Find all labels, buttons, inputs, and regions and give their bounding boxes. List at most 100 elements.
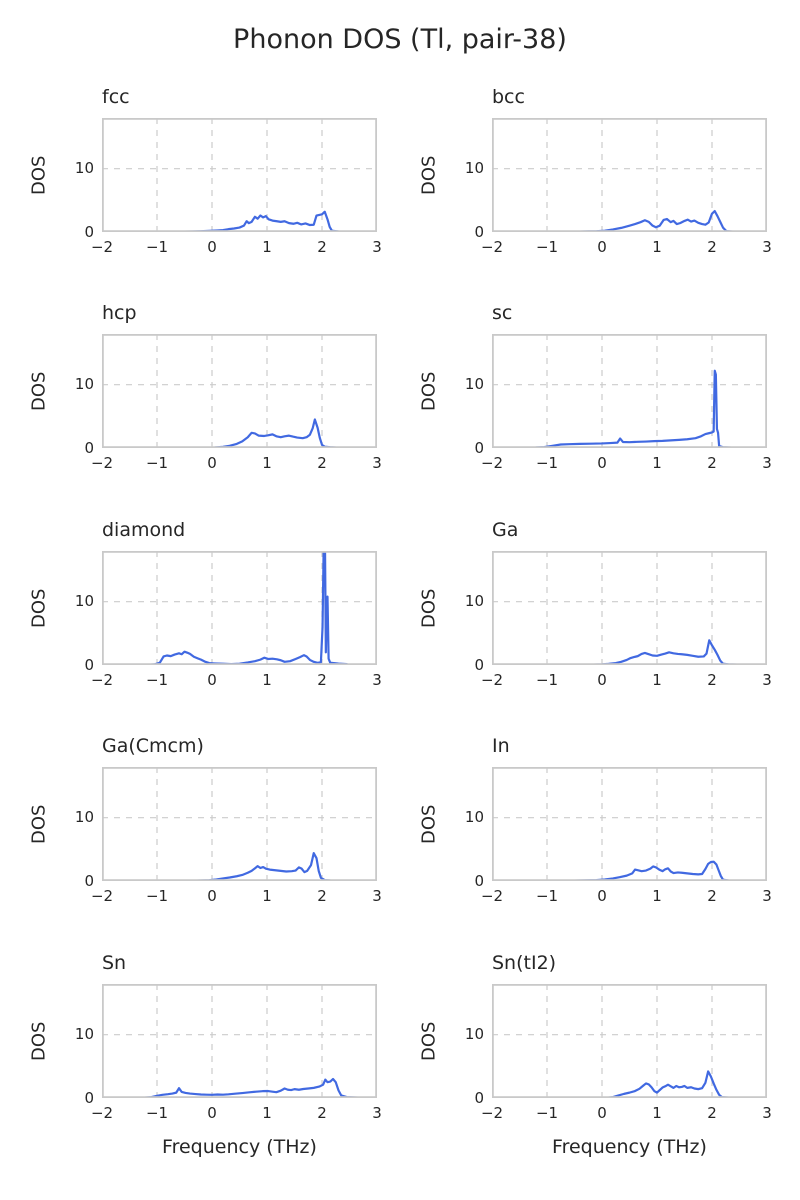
subplot-title: diamond (102, 519, 186, 541)
x-tick-label: −2 (90, 238, 114, 256)
x-tick-label: −1 (145, 1104, 169, 1122)
subplot-sn: Sn DOS 0 10 −2 −1 0 1 2 3 Frequency (THz) (29, 946, 402, 1176)
plot-area (102, 118, 377, 232)
plot-area (492, 767, 767, 881)
axes-spines (492, 767, 767, 881)
x-tick-label: −1 (535, 671, 559, 689)
x-tick-label: 3 (762, 887, 772, 905)
x-tick-label: 2 (707, 887, 717, 905)
figure-title: Phonon DOS (Tl, pair-38) (233, 24, 567, 55)
x-tick-label: −2 (90, 1104, 114, 1122)
y-tick-label: 0 (84, 222, 94, 241)
plot-area (492, 984, 767, 1098)
x-tick-label: 3 (372, 887, 382, 905)
x-axis-label: Frequency (THz) (552, 1136, 707, 1158)
grid-lines (102, 984, 377, 1098)
x-tick-label: 0 (207, 238, 217, 256)
y-tick-label: 0 (474, 438, 484, 457)
grid-lines (102, 551, 377, 665)
x-tick-label: 2 (707, 1104, 717, 1122)
plot-area (102, 551, 377, 665)
x-tick-label: −1 (145, 454, 169, 472)
subplot-sn-ti2: Sn(tI2) DOS 0 10 −2 −1 0 1 2 3 Frequency (THz) (419, 946, 792, 1176)
x-tick-label: 0 (207, 887, 217, 905)
x-tick-label: 3 (762, 454, 772, 472)
subplot-sc: sc DOS 0 10 −2 −1 0 1 2 3 (419, 296, 792, 526)
dos-curve (584, 639, 738, 665)
grid-lines (102, 334, 377, 448)
x-tick-label: 1 (262, 1104, 272, 1122)
subplot-title: Sn (102, 952, 127, 974)
x-tick-label: −2 (90, 887, 114, 905)
x-tick-label: 0 (597, 671, 607, 689)
subplot-title: Ga(Cmcm) (102, 735, 204, 757)
subplot-title: Ga (492, 519, 519, 541)
dos-curve (570, 210, 736, 232)
x-tick-label: −1 (145, 671, 169, 689)
axes-spines (492, 551, 767, 665)
y-tick-label: 0 (474, 655, 484, 674)
x-tick-label: 1 (262, 454, 272, 472)
x-tick-label: −2 (480, 887, 504, 905)
x-tick-label: −2 (90, 671, 114, 689)
x-tick-label: 0 (207, 1104, 217, 1122)
x-tick-label: −1 (535, 1104, 559, 1122)
grid-lines (492, 767, 767, 881)
dos-curve (205, 418, 340, 448)
subplot-title: hcp (102, 302, 137, 324)
subplot-title: In (492, 735, 510, 757)
x-tick-label: 1 (262, 238, 272, 256)
dos-curve (147, 551, 348, 665)
axes-spines (102, 984, 377, 1098)
subplot-bcc: bcc DOS 0 10 −2 −1 0 1 2 3 (419, 80, 792, 310)
y-tick-label: 0 (474, 222, 484, 241)
subplot-in: In DOS 0 10 −2 −1 0 1 2 3 (419, 729, 792, 959)
x-tick-label: 1 (652, 887, 662, 905)
axes-spines (102, 118, 377, 232)
dos-curve (175, 210, 351, 232)
x-tick-label: 0 (597, 238, 607, 256)
grid-lines (492, 551, 767, 665)
x-tick-label: 2 (707, 671, 717, 689)
y-tick-label: 0 (84, 438, 94, 457)
x-tick-label: 3 (762, 238, 772, 256)
y-tick-label: 0 (84, 655, 94, 674)
plot-area (102, 767, 377, 881)
subplot-ga: Ga DOS 0 10 −2 −1 0 1 2 3 (419, 513, 792, 743)
x-tick-label: 2 (317, 1104, 327, 1122)
axes-spines (102, 334, 377, 448)
x-tick-label: −2 (480, 454, 504, 472)
x-tick-label: 2 (317, 887, 327, 905)
y-tick-label: 0 (474, 1088, 484, 1107)
x-tick-label: 1 (652, 671, 662, 689)
x-tick-label: 3 (372, 238, 382, 256)
y-tick-label: 10 (464, 1025, 484, 1044)
subplot-fcc: fcc DOS 0 10 −2 −1 0 1 2 3 (29, 80, 402, 310)
subplot-title: bcc (492, 86, 525, 108)
grid-lines (492, 118, 767, 232)
x-tick-label: −2 (480, 671, 504, 689)
axes-spines (492, 118, 767, 232)
y-tick-label: 0 (84, 1088, 94, 1107)
y-tick-label: 10 (74, 1025, 94, 1044)
grid-lines (492, 334, 767, 448)
subplot-hcp: hcp DOS 0 10 −2 −1 0 1 2 3 (29, 296, 402, 526)
x-tick-label: −2 (480, 238, 504, 256)
subplot-title: fcc (102, 86, 130, 108)
axes-spines (492, 984, 767, 1098)
x-tick-label: 0 (207, 454, 217, 472)
grid-lines (492, 984, 767, 1098)
plot-area (102, 334, 377, 448)
x-tick-label: 3 (372, 1104, 382, 1122)
x-tick-label: −1 (535, 238, 559, 256)
subplot-diamond: diamond DOS 0 10 −2 −1 0 1 2 3 (29, 513, 402, 743)
x-tick-label: 2 (707, 238, 717, 256)
x-tick-label: 1 (652, 454, 662, 472)
x-tick-label: −1 (535, 887, 559, 905)
x-tick-label: 3 (372, 671, 382, 689)
x-tick-label: 2 (317, 238, 327, 256)
x-tick-label: 3 (762, 671, 772, 689)
plot-area (102, 984, 377, 1098)
subplot-ga-cmcm: Ga(Cmcm) DOS 0 10 −2 −1 0 1 2 3 (29, 729, 402, 959)
